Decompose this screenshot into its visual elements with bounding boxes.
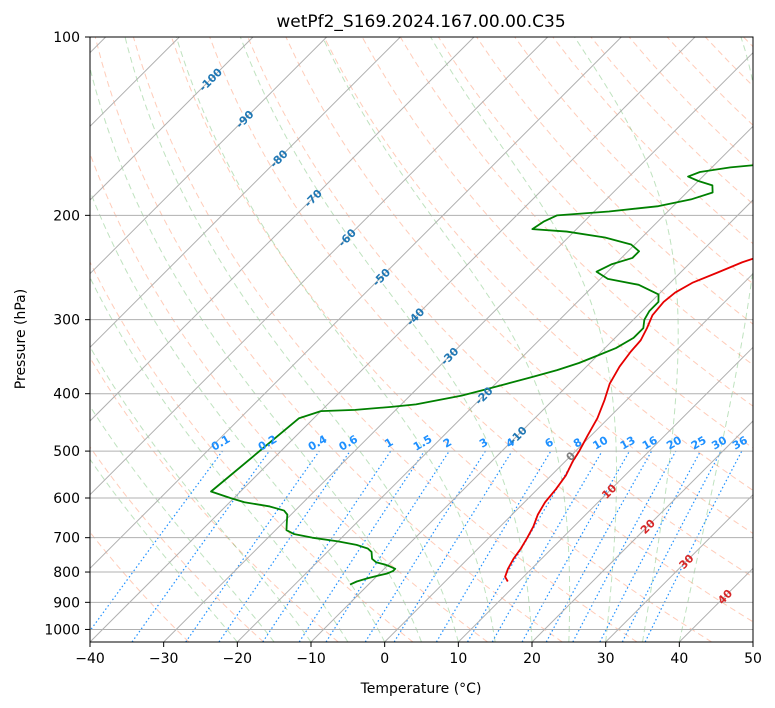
y-tick-label: 600 xyxy=(53,491,80,507)
y-axis-title: Pressure (hPa) xyxy=(13,289,29,389)
x-tick-label: −30 xyxy=(149,651,179,667)
isobars xyxy=(90,37,753,630)
mixing-ratio-line xyxy=(262,450,392,642)
moist-adiabat-line xyxy=(90,405,275,642)
isotherm-line xyxy=(384,272,753,642)
moist-adiabat-line xyxy=(175,37,496,642)
dry-adiabat-line xyxy=(171,37,713,642)
x-tick-label: −20 xyxy=(223,651,253,667)
moist-adiabats xyxy=(90,37,753,642)
isotherm-line xyxy=(531,420,753,642)
moist-adiabat-line xyxy=(574,37,679,642)
mixing-ratio-line xyxy=(521,450,631,642)
dry-adiabat-line xyxy=(132,37,638,642)
dry-adiabat-line xyxy=(247,37,753,578)
y-tick-label: 400 xyxy=(53,387,80,403)
y-tick-label: 1000 xyxy=(44,622,80,638)
isotherm-line xyxy=(457,346,753,642)
x-tick-label: 40 xyxy=(670,651,688,667)
dry-adiabat-line xyxy=(90,260,414,642)
mixing-ratio-line xyxy=(218,450,351,642)
plot-frame xyxy=(89,36,754,643)
x-tick-label: −10 xyxy=(296,651,326,667)
y-tick-label: 100 xyxy=(53,30,80,46)
plot-area: 0.1 0.2 0.4 0.6 1 1.5 2 3 4 6 8 10 13 16 20 25 30 36-100-… xyxy=(90,37,753,642)
moist-adiabat-line xyxy=(430,37,618,642)
isotherm-line xyxy=(90,37,254,201)
dewpoint-profile-line xyxy=(210,164,753,586)
x-tick-label: 30 xyxy=(597,651,615,667)
dry-adiabat-line xyxy=(514,37,753,285)
dry-adiabat-line xyxy=(90,446,264,642)
moist-adiabat-line xyxy=(90,276,349,642)
y-tick-label: 300 xyxy=(53,313,80,329)
isotherm-line xyxy=(90,37,622,570)
x-axis: −40 −30 −20 −10 0 10 20 30 40 50 xyxy=(75,642,762,667)
moist-adiabat-line xyxy=(90,458,238,642)
x-tick-label: 20 xyxy=(523,651,541,667)
mixing-ratio-line xyxy=(644,450,743,642)
mixing-ratio-line xyxy=(393,450,513,642)
y-tick-label: 700 xyxy=(53,531,80,547)
chart-title: wetPf2_S169.2024.167.00.00.C35 xyxy=(276,12,565,32)
moist-adiabat-line xyxy=(90,66,422,642)
isotherm-line xyxy=(90,37,328,275)
temperature-profile-line xyxy=(504,257,753,582)
mixing-ratio-line xyxy=(298,450,425,642)
x-axis-title: Temperature (°C) xyxy=(360,681,482,697)
dry-adiabat-line xyxy=(209,37,753,623)
profiles xyxy=(210,164,753,586)
mixing-ratio-line xyxy=(325,450,450,642)
x-tick-label: −40 xyxy=(75,651,105,667)
isotherm-line xyxy=(163,51,753,642)
isotherm-line xyxy=(90,37,475,422)
moist-adiabat-line xyxy=(90,189,386,642)
mixing-ratio-line xyxy=(131,450,270,642)
mixing-ratio-line xyxy=(545,450,653,642)
mixing-ratio-line xyxy=(90,450,223,632)
x-tick-label: 50 xyxy=(744,651,762,667)
mixing-ratio-line xyxy=(572,450,677,642)
isotherm-line xyxy=(605,493,753,642)
dry-adiabat-line xyxy=(90,356,339,642)
mixing-ratio-line xyxy=(185,450,320,642)
dry-adiabat-line xyxy=(94,37,563,642)
y-tick-label: 800 xyxy=(53,565,80,581)
dry-adiabat-line xyxy=(323,37,753,491)
moist-adiabat-line xyxy=(239,37,533,642)
mixing-ratio-lines xyxy=(90,450,743,642)
isotherm-line xyxy=(90,37,696,642)
y-tick-label: 500 xyxy=(53,444,80,460)
isotherm-line xyxy=(310,199,753,642)
dry-adiabat-line xyxy=(285,37,753,535)
y-tick-label: 900 xyxy=(53,595,80,611)
dry-adiabat-line xyxy=(476,37,753,325)
moist-adiabat-line xyxy=(124,37,459,642)
y-tick-label: 200 xyxy=(53,208,80,224)
isotherm-line xyxy=(90,37,401,349)
x-tick-label: 0 xyxy=(380,651,389,667)
isotherm-line xyxy=(90,37,549,496)
moist-adiabat-line xyxy=(322,37,571,642)
x-tick-label: 10 xyxy=(449,651,467,667)
dry-adiabats xyxy=(90,37,753,642)
moist-adiabat-line xyxy=(678,37,753,642)
y-axis: 100 200 300 400 500 600 700 800 900 1000 xyxy=(44,30,90,638)
